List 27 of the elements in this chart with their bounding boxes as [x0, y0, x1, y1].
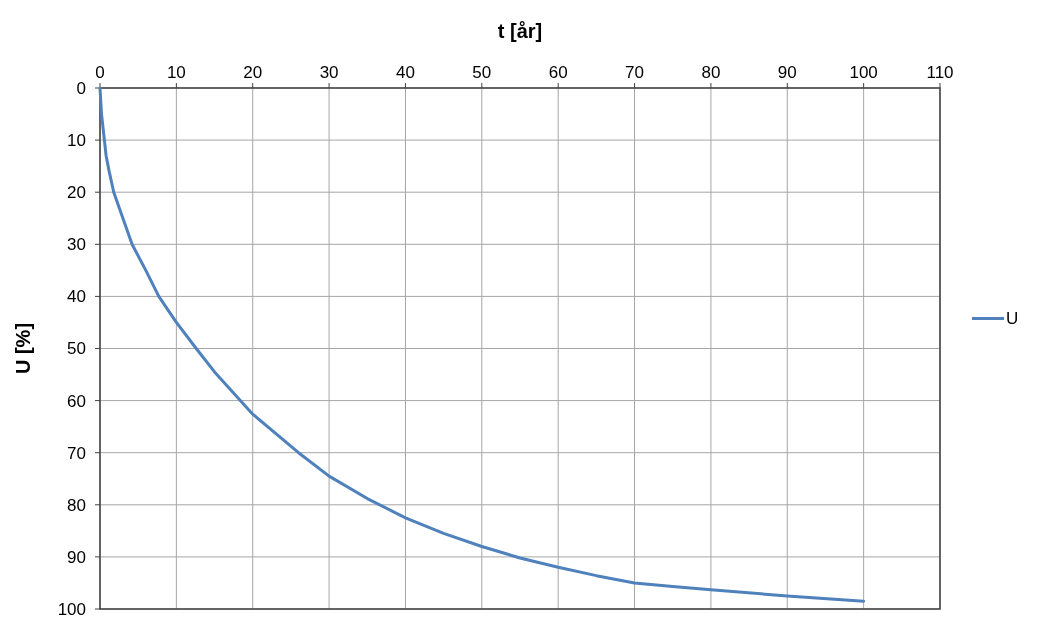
- line-series: [98, 86, 866, 603]
- y-tick-label: 10: [67, 131, 86, 151]
- y-tick-label: 60: [67, 391, 86, 411]
- x-tick-label: 60: [548, 63, 568, 82]
- y-tick-label: 30: [67, 235, 86, 255]
- legend-label: U: [1006, 309, 1019, 329]
- y-tick-label: 40: [67, 287, 86, 307]
- y-axis-title: U [%]: [12, 322, 34, 375]
- y-tick-label: 90: [67, 547, 86, 567]
- y-tick-label: 70: [67, 443, 86, 463]
- x-tick-label: 100: [849, 63, 878, 82]
- x-tick-label: 90: [777, 63, 797, 82]
- y-tick-label: 100: [57, 599, 86, 619]
- x-tick-label: 10: [166, 63, 186, 82]
- x-tick-label: 20: [243, 63, 263, 82]
- y-tick-label: 80: [67, 495, 86, 515]
- x-tick-label: 50: [472, 63, 492, 82]
- x-tick-label: 40: [395, 63, 415, 82]
- x-tick-label: 30: [319, 63, 339, 82]
- x-axis-title: t [år]: [497, 20, 543, 42]
- y-tick-label: 0: [76, 78, 86, 98]
- x-tick-label: 80: [701, 63, 721, 82]
- x-tick-label: 0: [95, 63, 105, 82]
- y-tick-label: 20: [67, 183, 86, 203]
- y-tick-label: 50: [67, 339, 86, 359]
- x-tick-label: 70: [625, 63, 645, 82]
- x-tick-label: 110: [926, 63, 954, 82]
